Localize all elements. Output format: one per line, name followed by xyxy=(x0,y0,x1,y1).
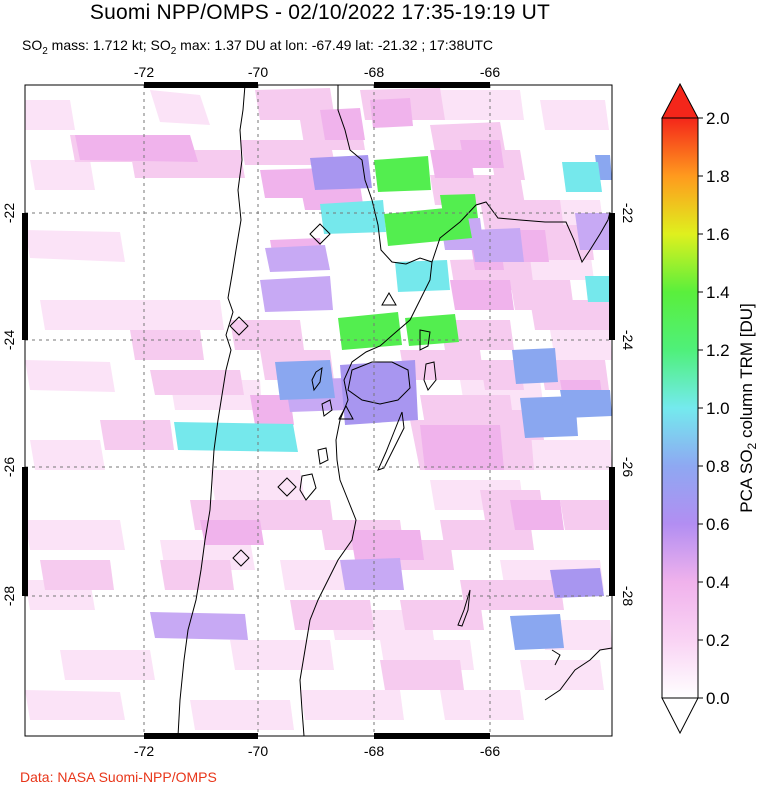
lon-tick-top: -68 xyxy=(364,64,384,80)
colorbar-tick-label: 1.6 xyxy=(706,225,730,244)
frame-bar-top-2 xyxy=(374,82,490,88)
lake-6 xyxy=(317,447,329,465)
lat-tick-right: -22 xyxy=(620,203,636,223)
lon-tick-bottom: -66 xyxy=(480,743,500,759)
coastlines xyxy=(177,85,612,736)
colorbar-tick-label: 1.8 xyxy=(706,167,730,186)
argentina-border xyxy=(299,85,433,736)
lon-tick-labels: -72 -70 -68 -66 -72 -70 -68 -66 xyxy=(134,64,500,759)
so2-mass-prefix: SO xyxy=(22,37,43,53)
colorbar-tick-label: 1.2 xyxy=(706,341,730,360)
frame-bar-left-1 xyxy=(22,213,28,340)
lake-5 xyxy=(299,473,317,501)
colorbar-title-subscript: 2 xyxy=(745,442,759,449)
lake-8 xyxy=(457,589,471,627)
so2-cyan-pixels xyxy=(174,162,612,452)
lon-tick-top: -72 xyxy=(134,64,154,80)
volcano-diamond-3 xyxy=(277,477,297,497)
lon-tick-bottom: -70 xyxy=(248,743,268,759)
lat-tick-left: -24 xyxy=(1,330,17,350)
colorbar-tick-label: 1.4 xyxy=(706,283,730,302)
volcano-diamond-1 xyxy=(309,223,331,245)
colorbar-tick-label: 0.4 xyxy=(706,573,730,592)
so2-subscript: 2 xyxy=(42,45,48,57)
colorbar-tick-labels: 2.0 1.8 1.6 1.4 1.2 1.0 0.8 0.6 0.4 0.2 … xyxy=(706,109,730,708)
colorbar-tick-label: 0.2 xyxy=(706,631,730,650)
colorbar-title: PCA SO2 column TRM [DU] xyxy=(737,303,759,513)
volcano-triangle-1 xyxy=(381,292,397,306)
lake-3 xyxy=(423,361,437,391)
lon-tick-bottom: -72 xyxy=(134,743,154,759)
bolivia-border xyxy=(431,201,611,264)
lat-tick-right: -24 xyxy=(620,330,636,350)
lon-tick-bottom: -68 xyxy=(364,743,384,759)
frame-bar-bottom-2 xyxy=(374,733,490,739)
frame-bar-right-1 xyxy=(609,213,615,340)
colorbar-title-main: PCA SO xyxy=(737,449,756,512)
lat-tick-right: -26 xyxy=(620,457,636,477)
colorbar-tick-label: 0.8 xyxy=(706,457,730,476)
lon-tick-top: -70 xyxy=(248,64,268,80)
southeast-river-2 xyxy=(551,649,561,666)
plot-frame xyxy=(24,84,613,737)
lat-tick-left: -26 xyxy=(1,457,17,477)
frame-bar-left-2 xyxy=(22,467,28,596)
data-credit: Data: NASA Suomi-NPP/OMPS xyxy=(20,769,217,785)
colorbar-gradient xyxy=(662,118,698,698)
so2-mass-text: mass: 1.712 kt; SO xyxy=(47,37,171,53)
frame-bar-bottom-1 xyxy=(144,733,258,739)
volcano-diamond-2 xyxy=(229,316,249,336)
volcano-diamond-4 xyxy=(232,549,250,567)
so2-violet-pixels xyxy=(310,155,604,598)
so2-green-pixels xyxy=(338,156,478,350)
so2-blue-pixels xyxy=(275,155,612,650)
colorbar-ticks xyxy=(698,117,703,699)
so2-max-text: max: 1.37 DU at lon: -67.49 lat: -21.32 … xyxy=(176,37,494,53)
volcano-markers xyxy=(229,223,397,567)
frame-bar-right-2 xyxy=(609,467,615,596)
lat-tick-labels: -22 -24 -26 -28 -22 -24 -26 -28 xyxy=(1,203,636,607)
frame-bars xyxy=(22,82,615,739)
map-title: Suomi NPP/OMPS - 02/10/2022 17:35-19:19 … xyxy=(89,1,551,24)
colorbar-tick-label: 0.0 xyxy=(706,689,730,708)
colorbar-tick-label: 2.0 xyxy=(706,109,730,128)
so2-max-subscript: 2 xyxy=(170,45,177,57)
colorbar-title-tail: column TRM [DU] xyxy=(737,303,756,443)
colorbar: 2.0 1.8 1.6 1.4 1.2 1.0 0.8 0.6 0.4 0.2 … xyxy=(661,82,759,735)
colorbar-bottom-arrow xyxy=(661,697,699,735)
lake-1 xyxy=(311,366,323,392)
lake-4 xyxy=(377,411,405,471)
lat-tick-right: -28 xyxy=(620,586,636,606)
map-subtitle: SO2 mass: 1.712 kt; SO2 max: 1.37 DU at … xyxy=(22,37,493,57)
salar-outline xyxy=(347,361,411,405)
lake-2 xyxy=(321,399,333,417)
chile-coastline xyxy=(177,85,246,736)
lat-tick-left: -28 xyxy=(1,586,17,606)
southeast-river xyxy=(544,647,612,701)
frame-bar-top-1 xyxy=(144,82,258,88)
lon-tick-top: -66 xyxy=(480,64,500,80)
so2-faint-pixels xyxy=(25,90,612,730)
volcano-triangle-2 xyxy=(338,404,354,420)
colorbar-tick-label: 1.0 xyxy=(706,399,730,418)
lake-7 xyxy=(419,329,431,351)
so2-pixels xyxy=(25,88,612,730)
lat-tick-left: -22 xyxy=(1,203,17,223)
colorbar-tick-label: 0.6 xyxy=(706,515,730,534)
colorbar-top-arrow xyxy=(661,82,699,119)
